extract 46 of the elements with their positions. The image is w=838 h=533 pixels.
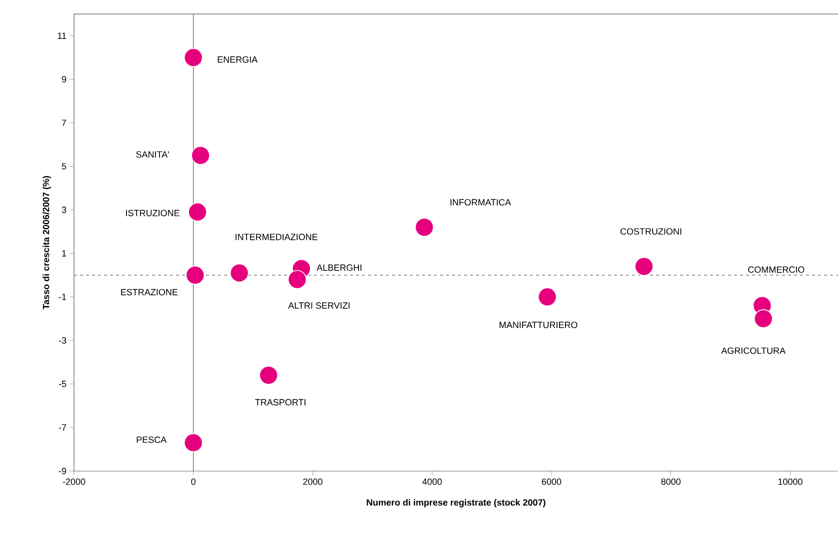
y-tick-label: -3 (58, 337, 66, 344)
point (186, 266, 205, 285)
series-label: ALBERGHI (316, 264, 362, 271)
x-axis-title: Numero di imprese registrate (stock 2007) (366, 499, 546, 508)
y-tick-label: 5 (62, 163, 66, 170)
y-tick-label: -5 (58, 380, 66, 388)
y-tick-label: 1 (62, 250, 66, 256)
y-tick-label: -7 (58, 424, 66, 431)
point (188, 202, 207, 222)
point (184, 433, 203, 452)
series-label: ISTRUZIONE (126, 210, 180, 216)
text: MANIFATTURIERO (500, 322, 578, 328)
point (634, 257, 654, 276)
y-tick-label: -1 (58, 294, 66, 300)
x-tick-label: 0 (191, 478, 196, 485)
point (288, 270, 307, 289)
series-label: ENERGIA (218, 56, 258, 63)
x-tick-label: 6000 (542, 478, 562, 485)
series-label: ESTRAZIONE (121, 288, 178, 296)
text: INFORMATICA (450, 199, 512, 206)
point (184, 48, 203, 67)
text: COMMERCIO (748, 266, 804, 273)
y-tick-label: -9 (58, 468, 66, 474)
text: COSTRUZIONI (620, 228, 682, 235)
x-tick-label: -2000 (62, 478, 86, 485)
x-tick-label: 8000 (661, 478, 681, 485)
point (259, 366, 278, 385)
point (414, 218, 434, 237)
y-tick-label: 11 (58, 32, 66, 39)
point (538, 288, 557, 306)
x-tick-label: 10000 (778, 478, 802, 485)
y-tick-label: 9 (62, 76, 66, 82)
y-axis-title: Tasso di crescita 2006/2007 (%) (42, 176, 51, 310)
x-tick-label: 4000 (422, 478, 442, 485)
text: AGRICOLTURA (721, 347, 786, 354)
point (230, 264, 249, 282)
text: TRASPORTI (255, 399, 306, 406)
x-tick-label: 2000 (303, 478, 322, 485)
text: SANITA' (136, 151, 169, 158)
series-label: ALTRI SERVIZI (288, 302, 350, 309)
series-label: PESCA (136, 436, 167, 443)
text: INTERMEDIAZIONE (236, 234, 318, 240)
point (191, 146, 210, 165)
point (754, 309, 773, 328)
y-tick-label: 7 (62, 120, 66, 126)
y-tick-label: 3 (62, 206, 66, 214)
